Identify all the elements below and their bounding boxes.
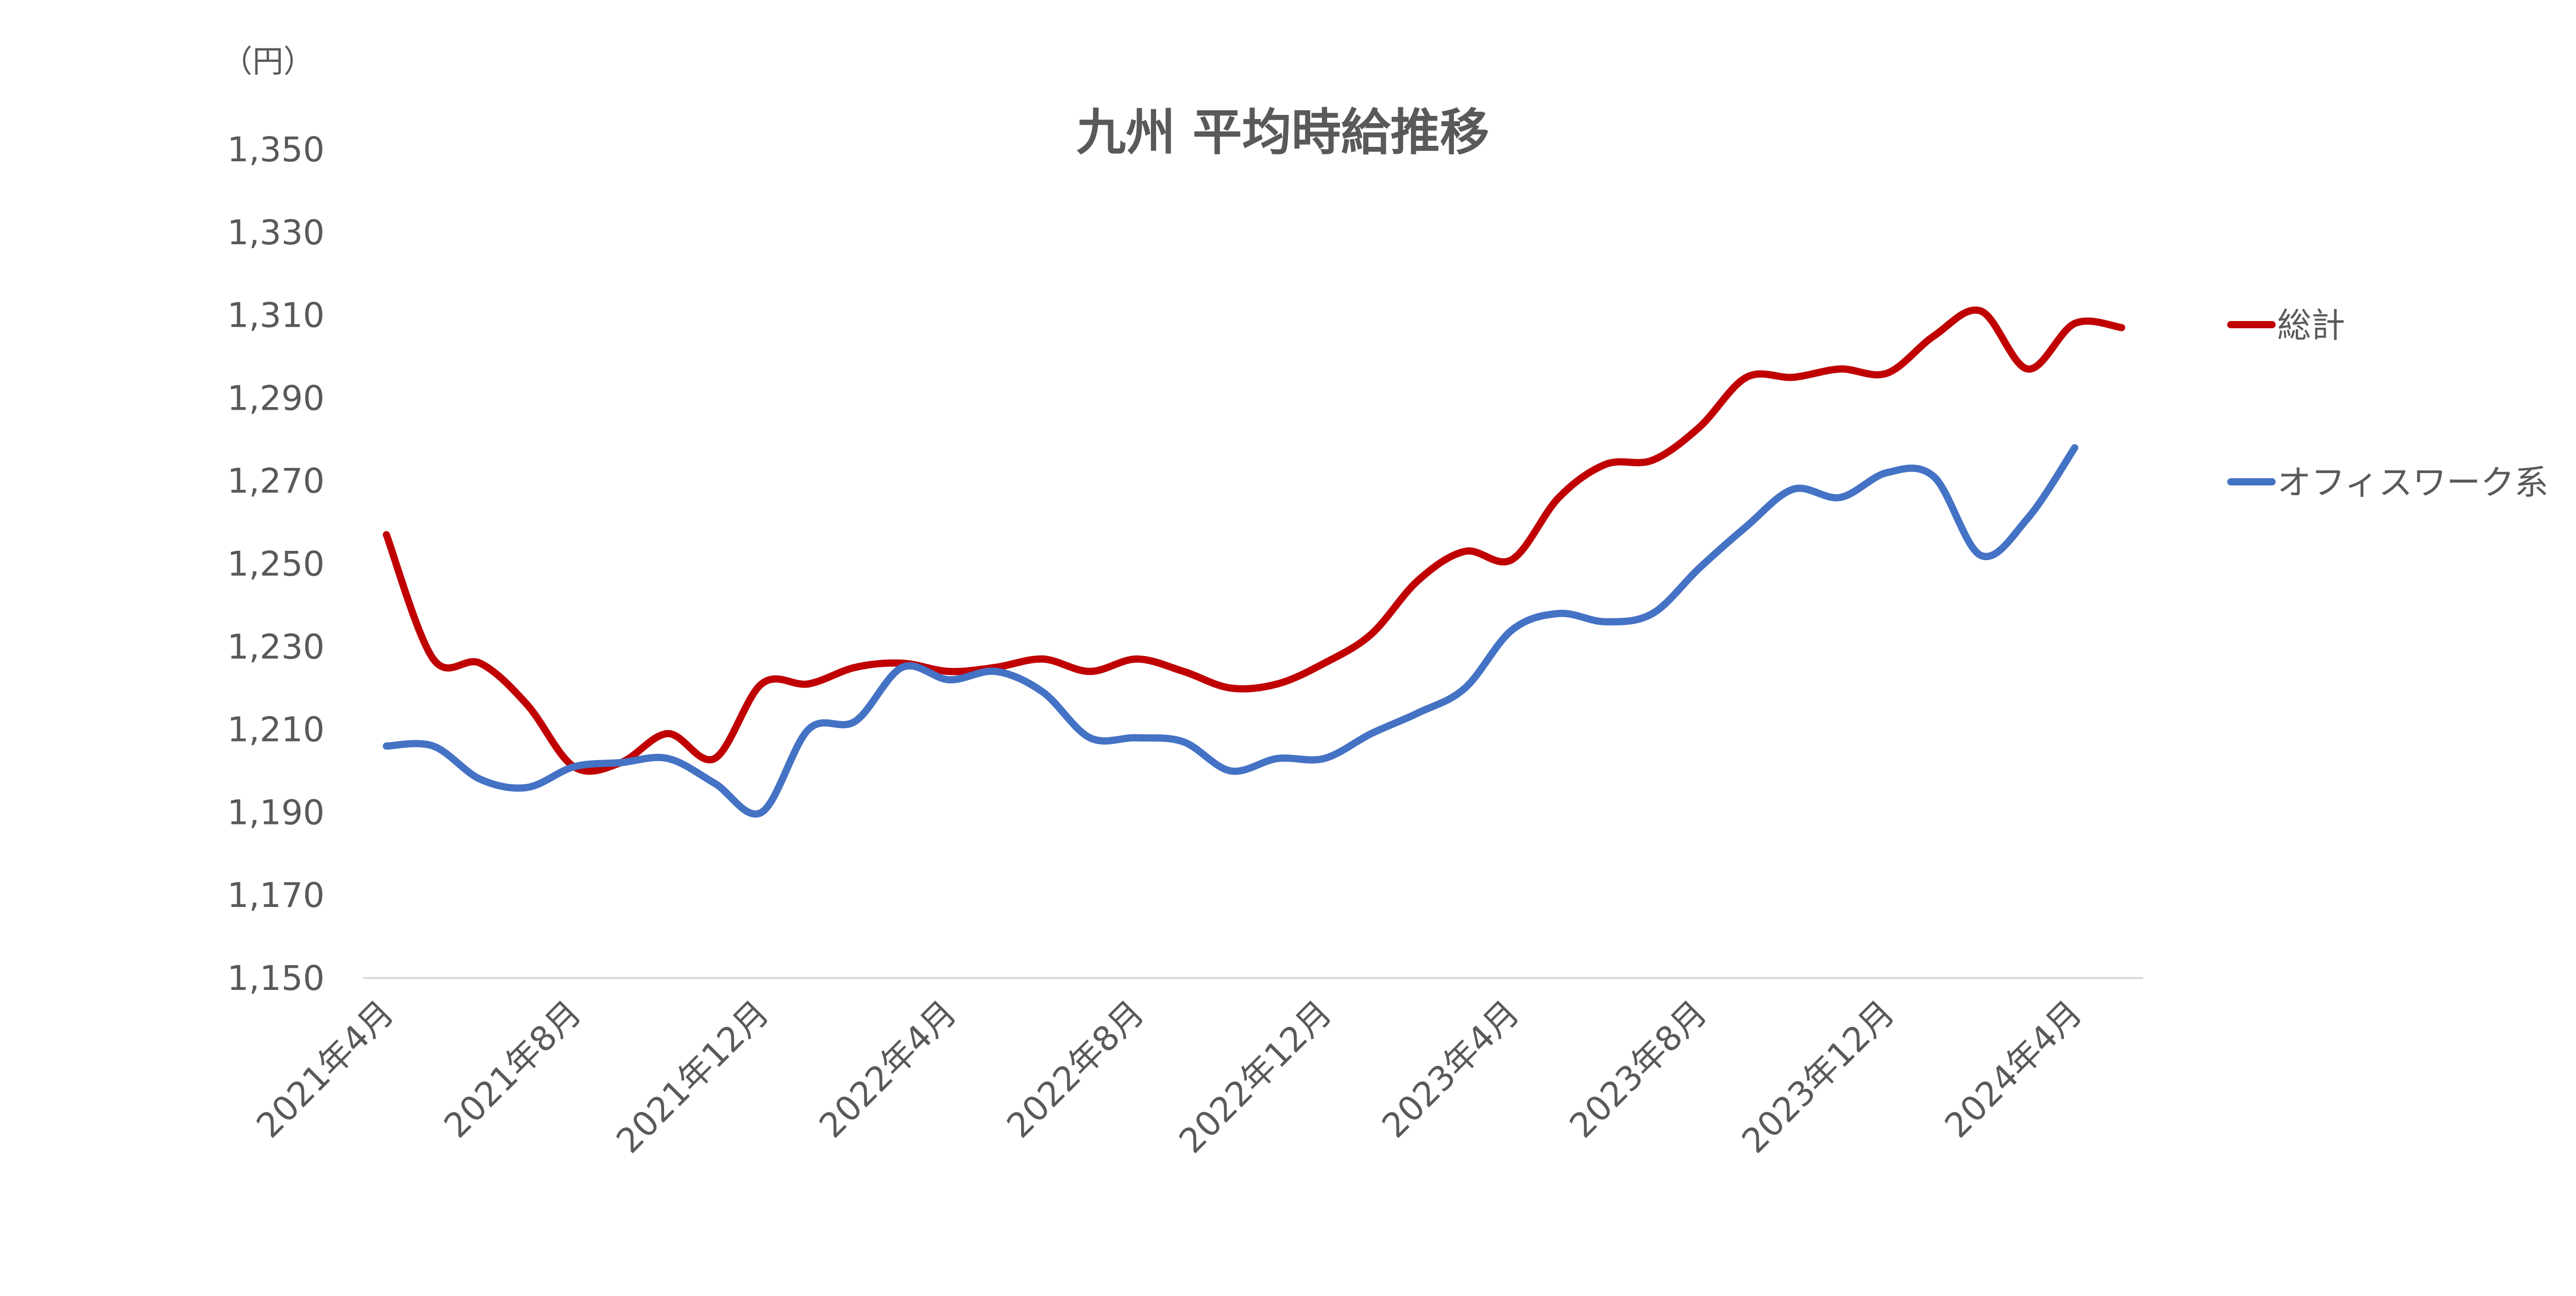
y-tick-label: 1,190	[227, 793, 325, 832]
y-tick-label: 1,230	[227, 627, 325, 667]
x-tick-label: 2021年12月	[609, 993, 777, 1161]
y-tick-label: 1,170	[227, 876, 325, 915]
y-tick-label: 1,350	[227, 130, 325, 170]
y-tick-label: 1,150	[227, 958, 325, 998]
legend-label-1: オフィスワーク系	[2277, 463, 2549, 502]
x-tick-label: 2024年4月	[1937, 993, 2090, 1146]
x-tick-label: 2023年4月	[1375, 993, 1527, 1146]
series-line-1	[383, 444, 2078, 818]
x-tick-label: 2022年4月	[811, 993, 964, 1146]
y-tick-label: 1,250	[227, 544, 325, 584]
y-tick-label: 1,210	[227, 710, 325, 750]
x-axis-ticks: 2021年4月 2021年8月 2021年12月 2022年4月 2022年8月 2022…	[249, 993, 2090, 1161]
x-tick-label: 2023年8月	[1562, 993, 1715, 1146]
series-line-0	[383, 306, 2125, 775]
y-tick-label: 1,310	[227, 296, 325, 335]
legend-label-0: 総計	[2277, 306, 2345, 345]
x-tick-label: 2023年12月	[1734, 993, 1902, 1161]
chart-title: 九州 平均時給推移	[1076, 104, 1489, 161]
y-axis-ticks: 1,150 1,170 1,190 1,210 1,230 1,250 1,270 1,290…	[227, 130, 325, 998]
x-tick-label: 2022年8月	[999, 993, 1151, 1146]
x-tick-label: 2021年4月	[249, 993, 401, 1146]
x-tick-label: 2021年8月	[436, 993, 589, 1146]
x-tick-label: 2022年12月	[1172, 993, 1340, 1161]
y-tick-label: 1,290	[227, 378, 325, 418]
y-unit-label: （円）	[222, 44, 314, 80]
y-tick-label: 1,270	[227, 461, 325, 501]
series-lines	[383, 306, 2125, 818]
y-tick-label: 1,330	[227, 213, 325, 253]
